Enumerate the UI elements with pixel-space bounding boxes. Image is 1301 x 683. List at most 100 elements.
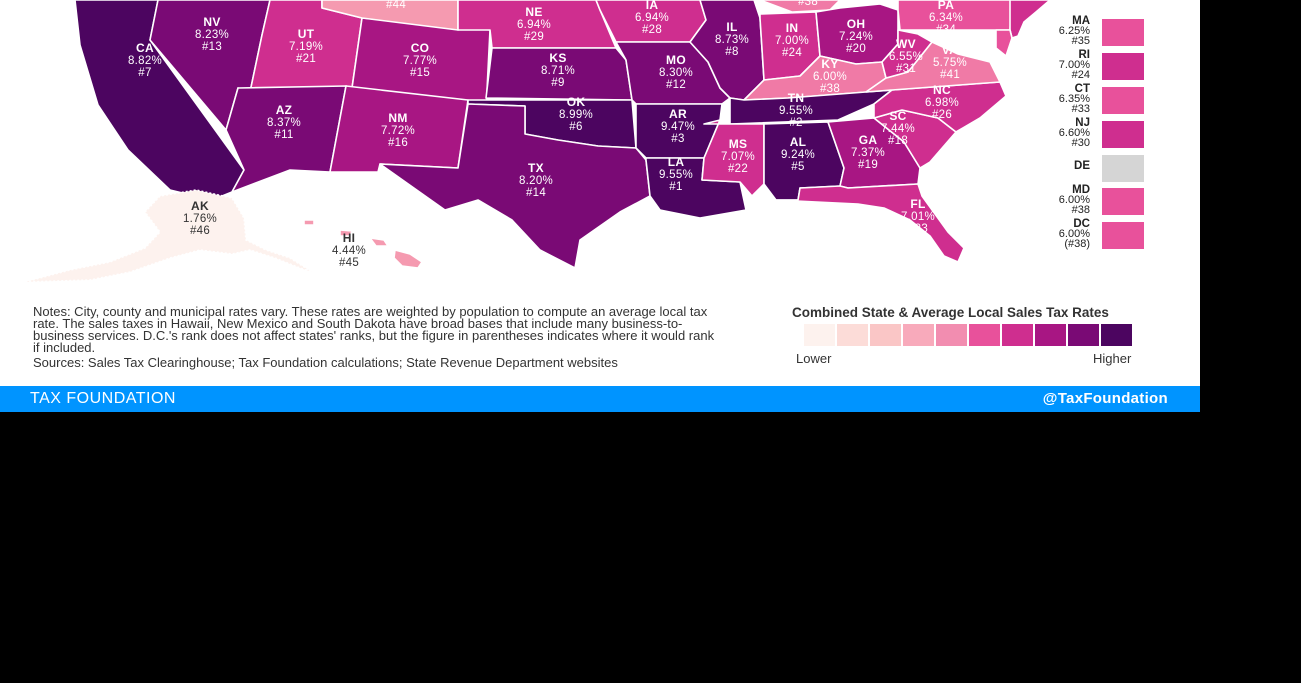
state-abbr: GA	[859, 133, 878, 147]
state-abbr: CA	[136, 41, 154, 55]
state-shape-hi3[interactable]	[339, 229, 353, 237]
state-shape-tx[interactable]	[379, 103, 651, 269]
state-abbr: AK	[191, 199, 209, 213]
side-state-abbr: MD	[1072, 184, 1090, 196]
color-scale	[804, 324, 1132, 346]
state-label-co: CO 7.77% #15	[403, 41, 437, 79]
state-rate: 6.94%	[517, 19, 551, 31]
state-abbr: HI	[343, 231, 356, 245]
state-rank: #46	[190, 225, 210, 237]
side-state-dc: DC 6.00% (#38)	[1020, 218, 1090, 250]
state-abbr: NE	[525, 5, 542, 19]
side-state-nj: NJ 6.60% #30	[1020, 117, 1090, 148]
state-abbr: FL	[910, 197, 925, 211]
state-rank: #19	[858, 159, 878, 171]
state-abbr: UT	[298, 27, 315, 41]
state-rank: #41	[940, 69, 960, 81]
state-abbr: AZ	[276, 103, 293, 117]
state-rank: #29	[524, 31, 544, 43]
state-label-ak: AK 1.76% #46	[183, 199, 217, 237]
state-abbr: WV	[896, 37, 916, 51]
state-label-in: IN 7.00% #24	[775, 21, 809, 59]
state-rate: 9.55%	[659, 169, 693, 181]
state-label-az: AZ 8.37% #11	[267, 103, 301, 141]
state-rank: #44	[386, 0, 406, 11]
side-state-ma: MA 6.25% #35	[1020, 15, 1090, 46]
scale-step-3	[870, 324, 901, 346]
state-label-ga: GA 7.37% #19	[851, 133, 885, 171]
state-shape-hi1[interactable]	[393, 249, 423, 269]
state-rate: 1.76%	[183, 213, 217, 225]
side-state-swatch	[1102, 222, 1144, 249]
state-rate: 8.73%	[715, 34, 749, 46]
state-rank: #13	[202, 41, 222, 53]
state-shape-ak[interactable]	[24, 189, 313, 283]
state-rank: #5	[791, 161, 804, 173]
state-rank: #1	[669, 181, 682, 193]
state-abbr: NC	[933, 83, 951, 97]
state-rate: 7.44%	[881, 123, 915, 135]
state-shape-wv[interactable]	[881, 29, 933, 79]
side-state-swatch	[1102, 121, 1144, 148]
side-state-swatch	[1102, 87, 1144, 114]
side-state-swatch	[1102, 155, 1144, 182]
state-label-ms: MS 7.07% #22	[721, 137, 755, 175]
side-state-rank: (#38)	[1064, 238, 1090, 250]
side-state-de: DE	[1020, 160, 1090, 172]
side-state-swatch	[1102, 19, 1144, 46]
state-label-va: VA 5.75% #41	[933, 43, 967, 81]
state-abbr: NM	[388, 111, 407, 125]
state-rank: #6	[569, 121, 582, 133]
state-label-oh: OH 7.24% #20	[839, 17, 873, 55]
side-state-rank: #24	[1071, 69, 1090, 81]
state-shape-fl[interactable]	[775, 183, 965, 263]
twitter-handle[interactable]: @TaxFoundation	[1042, 390, 1168, 407]
side-state-abbr: CT	[1074, 83, 1090, 95]
state-abbr: LA	[668, 155, 685, 169]
state-rate: 6.00%	[813, 71, 847, 83]
state-rank: #45	[339, 257, 359, 269]
side-state-swatch	[1102, 188, 1144, 215]
state-abbr: OH	[847, 17, 866, 31]
state-label-la: LA 9.55% #1	[659, 155, 693, 193]
state-rank: #38	[820, 83, 840, 95]
state-abbr: KS	[549, 51, 566, 65]
state-label-al: AL 9.24% #5	[781, 135, 815, 173]
side-state-rank: #38	[1071, 204, 1090, 216]
state-label-nv: NV 8.23% #13	[195, 15, 229, 53]
state-rate: 7.72%	[381, 125, 415, 137]
state-rate: 8.30%	[659, 67, 693, 79]
sources-text: Sources: Sales Tax Clearinghouse; Tax Fo…	[33, 355, 618, 370]
state-rank: #11	[274, 129, 293, 141]
state-rate: 8.37%	[267, 117, 301, 129]
state-shape-wy[interactable]	[321, 0, 459, 31]
notes-text: Notes: City, county and municipal rates …	[33, 304, 715, 355]
state-rate: 6.94%	[635, 12, 669, 24]
state-shape-delmar[interactable]	[995, 29, 1013, 57]
state-abbr: IN	[786, 21, 799, 35]
side-state-abbr: DC	[1073, 218, 1090, 230]
state-rank: #23	[908, 223, 928, 235]
state-label-sc: SC 7.44% #18	[881, 109, 915, 147]
state-rate: 9.47%	[661, 121, 695, 133]
scale-step-2	[837, 324, 868, 346]
state-shape-hi4[interactable]	[303, 219, 315, 226]
state-shape-hi2[interactable]	[369, 237, 389, 247]
state-abbr: NV	[203, 15, 220, 29]
scale-higher-label: Higher	[1093, 351, 1132, 366]
state-rank: #3	[671, 133, 684, 145]
scale-step-5	[936, 324, 967, 346]
state-label-nc: NC 6.98% #26	[925, 83, 959, 121]
state-label-ut: UT 7.19% #21	[289, 27, 323, 65]
state-rank: #7	[138, 67, 151, 79]
state-label-nm: NM 7.72% #16	[381, 111, 415, 149]
state-shape-pa[interactable]	[897, 0, 1013, 31]
side-state-rate: 6.60%	[1058, 127, 1090, 139]
state-label-pa: PA 6.34% #34	[929, 0, 963, 36]
side-state-abbr: DE	[1074, 160, 1090, 172]
side-state-rate: 7.00%	[1058, 59, 1090, 71]
side-state-rate: 6.35%	[1058, 93, 1090, 105]
state-rate: 7.77%	[403, 55, 437, 67]
state-rate: 7.37%	[851, 147, 885, 159]
state-rate: 9.24%	[781, 149, 815, 161]
